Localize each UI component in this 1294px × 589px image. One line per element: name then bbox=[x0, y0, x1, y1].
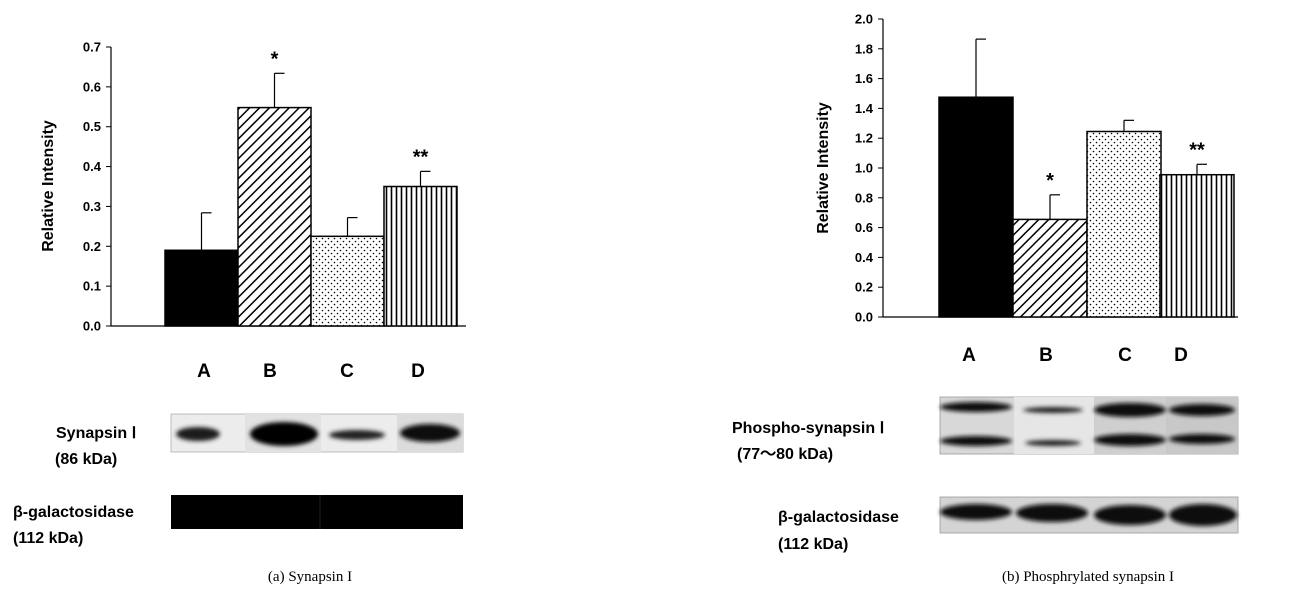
blot-mass-galactosidase: (112 kDa) bbox=[13, 530, 83, 547]
category-label-A: A bbox=[197, 361, 211, 382]
blot-mass-synapsin: (86 kDa) bbox=[55, 451, 117, 468]
blot-image-phospho-synapsin bbox=[939, 396, 1239, 455]
y-tick-label: 0.6 bbox=[855, 220, 873, 235]
blot-image-synapsin bbox=[170, 413, 464, 453]
blot-mass-phospho-synapsin: (77～80 kDa) bbox=[737, 446, 833, 463]
bar-C bbox=[1086, 130, 1162, 318]
bar-C bbox=[310, 235, 385, 327]
panel-b-phospho-synapsin: Relative Intensity 0.0 0.2 0.4 0.6 0.8 1.0 1.2… bbox=[732, 12, 1239, 585]
western-blots-a: Synapsin Ⅰ (86 kDa) β-galactosidase (112… bbox=[13, 413, 464, 547]
blot-image-galactosidase bbox=[171, 495, 463, 529]
bar-chart-a: 0.0 0.1 0.2 0.3 0.4 0.5 0.6 0.7 A * B C ** D bbox=[83, 40, 466, 382]
y-tick-label: 0.3 bbox=[83, 199, 101, 214]
blot-image-galactosidase bbox=[939, 496, 1239, 534]
y-tick-label: 0.4 bbox=[83, 159, 102, 174]
bar-D bbox=[383, 185, 458, 327]
blot-label-galactosidase: β-galactosidase bbox=[778, 509, 899, 526]
y-tick-label: 1.4 bbox=[855, 101, 874, 116]
blot-label-phospho-synapsin: Phospho-synapsin Ⅰ bbox=[732, 420, 884, 437]
bar-A bbox=[164, 249, 239, 327]
category-label-D: D bbox=[1174, 345, 1188, 366]
y-tick-label: 0.6 bbox=[83, 79, 101, 94]
significance-mark: ** bbox=[413, 146, 429, 168]
y-axis-label: Relative Intensity bbox=[40, 120, 57, 252]
y-tick-label: 0.4 bbox=[855, 250, 874, 265]
category-label-B: B bbox=[263, 361, 277, 382]
y-tick-label: 2.0 bbox=[855, 12, 873, 27]
y-tick-label: 0.2 bbox=[855, 280, 873, 295]
bar-D bbox=[1159, 173, 1235, 318]
category-label-C: C bbox=[340, 361, 354, 382]
caption-b: (b) Phosphrylated synapsin I bbox=[1002, 569, 1174, 585]
y-tick-label: 1.8 bbox=[855, 41, 873, 56]
bar-chart-b: 0.0 0.2 0.4 0.6 0.8 1.0 1.2 1.4 1.6 1.8 2.0 A * B C ** D bbox=[855, 12, 1238, 366]
y-tick-label: 0.0 bbox=[855, 310, 873, 325]
y-tick-label: 1.0 bbox=[855, 161, 873, 176]
significance-mark: ** bbox=[1189, 139, 1205, 161]
y-tick-label: 0.1 bbox=[83, 279, 101, 294]
category-label-A: A bbox=[962, 345, 976, 366]
blot-label-galactosidase: β-galactosidase bbox=[13, 504, 134, 521]
panel-a-synapsin: Relative Intensity 0.0 0.1 0.2 0.3 0.4 0.5 0.6… bbox=[13, 40, 466, 585]
bar-A bbox=[938, 96, 1014, 318]
y-tick-label: 0.7 bbox=[83, 40, 101, 55]
y-tick-label: 0.8 bbox=[855, 190, 873, 205]
y-tick-label: 0.2 bbox=[83, 239, 101, 254]
y-tick-label: 0.0 bbox=[83, 319, 101, 334]
bar-B bbox=[237, 106, 312, 327]
bar-B bbox=[1012, 218, 1088, 318]
y-tick-label: 1.6 bbox=[855, 71, 873, 86]
category-label-D: D bbox=[411, 361, 425, 382]
y-tick-label: 1.2 bbox=[855, 131, 873, 146]
significance-mark: * bbox=[1046, 170, 1054, 192]
significance-mark: * bbox=[271, 48, 279, 70]
blot-mass-galactosidase: (112 kDa) bbox=[778, 536, 848, 553]
y-tick-label: 0.5 bbox=[83, 119, 101, 134]
y-axis-label: Relative Intensity bbox=[815, 102, 832, 234]
caption-a: (a) Synapsin I bbox=[268, 569, 352, 585]
category-label-C: C bbox=[1118, 345, 1132, 366]
blot-label-synapsin: Synapsin Ⅰ bbox=[56, 425, 136, 442]
category-label-B: B bbox=[1039, 345, 1053, 366]
western-blots-b: Phospho-synapsin Ⅰ (77～80 kDa) β-galacto… bbox=[732, 396, 1239, 553]
